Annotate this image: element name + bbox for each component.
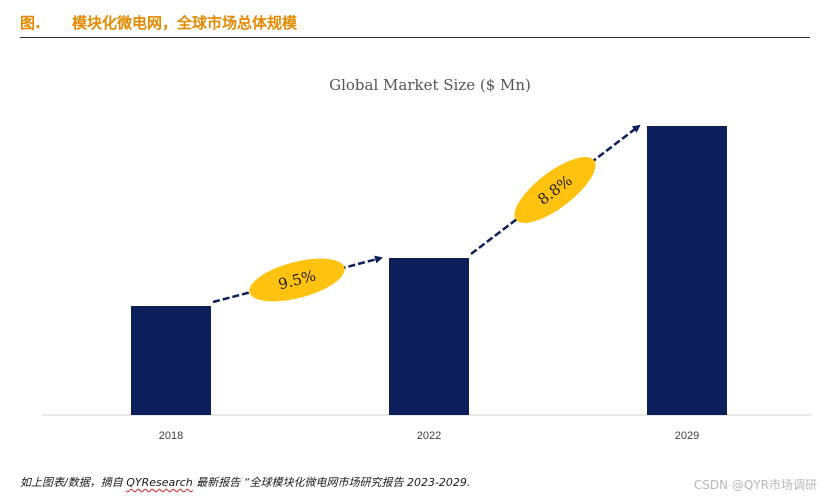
source-note: 如上图表/数据，摘自 QYResearch 最新报告 “全球模块化微电网市场研究…	[20, 474, 470, 490]
growth-badge: 8.8%	[514, 157, 596, 223]
growth-ellipse	[249, 258, 345, 302]
figure-title: 模块化微电网，全球市场总体规模	[71, 14, 297, 32]
source-prefix: 如上图表/数据，摘自	[20, 476, 127, 489]
bar-2029	[647, 126, 727, 415]
bar-2018	[131, 306, 211, 415]
figure-header: 图. 模块化微电网，全球市场总体规模	[20, 9, 810, 38]
x-tick-label: 2022	[417, 430, 441, 442]
growth-ellipse	[514, 157, 596, 223]
source-brand: QYResearch	[126, 476, 193, 489]
x-tick-label: 2018	[159, 430, 183, 442]
chart-title: Global Market Size ($ Mn)	[329, 76, 531, 94]
figure-number: 图.	[20, 14, 41, 32]
source-suffix: 最新报告 “全球模块化微电网市场研究报告 2023-2029.	[192, 476, 471, 489]
growth-badge: 9.5%	[249, 258, 345, 302]
x-tick-label: 2029	[675, 430, 699, 442]
watermark: CSDN @QYR市场调研	[693, 478, 817, 492]
bar-2022	[389, 258, 469, 415]
